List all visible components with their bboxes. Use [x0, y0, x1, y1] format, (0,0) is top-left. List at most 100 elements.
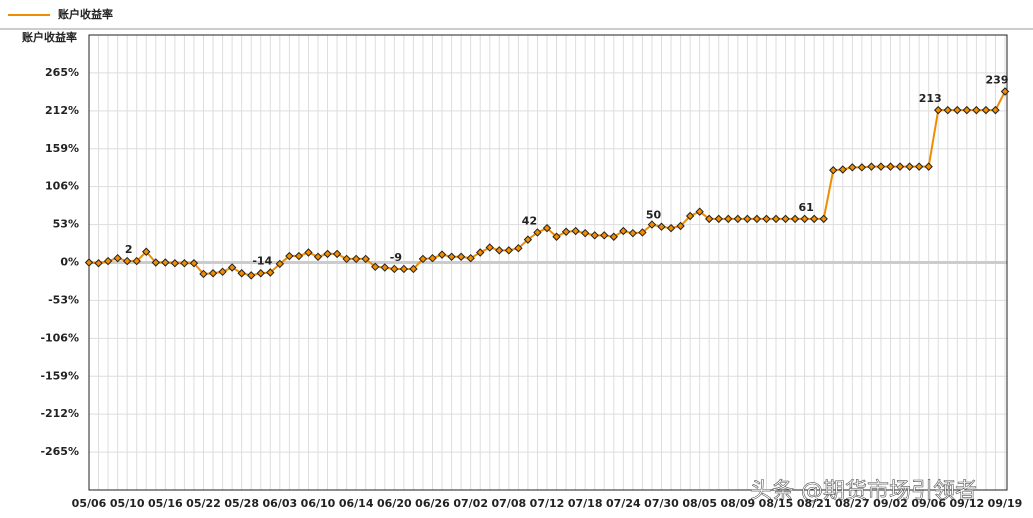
x-tick-label: 05/16 [148, 497, 183, 510]
point [953, 105, 962, 115]
point [466, 254, 475, 263]
point [571, 226, 580, 236]
marks: 2 -14 -9 42 50 61 213 239 [84, 74, 1010, 280]
y-tick-label: 106% [45, 180, 79, 193]
x-tick-label: 06/10 [301, 497, 336, 510]
point [523, 235, 533, 244]
point [934, 105, 943, 115]
point [227, 263, 237, 272]
x-tick-label: 06/26 [415, 497, 450, 510]
point [151, 258, 160, 267]
point [294, 251, 304, 261]
point [886, 162, 895, 171]
point [619, 226, 628, 236]
point [552, 232, 561, 241]
data-label: 239 [986, 74, 1009, 87]
point [800, 214, 809, 224]
point [781, 214, 790, 224]
point [476, 248, 485, 257]
x-tick-label: 08/05 [682, 497, 717, 510]
point [876, 162, 886, 171]
y-tick-label: 265% [45, 66, 79, 79]
x-tick-label: 05/06 [72, 497, 107, 510]
grid [88, 35, 1007, 490]
point [943, 105, 952, 115]
y-tick-label: -212% [40, 407, 79, 420]
point [771, 214, 781, 224]
point [161, 258, 170, 267]
point [647, 220, 657, 229]
data-label: 2 [125, 243, 133, 256]
data-label: -14 [252, 255, 272, 268]
y-tick-label: -106% [40, 331, 79, 344]
x-tick-label: 07/24 [606, 497, 641, 510]
point [437, 250, 447, 259]
point [514, 243, 523, 253]
data-label: -9 [390, 251, 402, 264]
point [237, 269, 246, 278]
point [275, 259, 285, 269]
point [1000, 87, 1010, 96]
point [743, 214, 752, 224]
x-tick-label: 08/21 [797, 497, 832, 510]
y-tick-label: -53% [48, 293, 79, 306]
point [208, 269, 218, 278]
point [705, 214, 714, 224]
point [542, 223, 552, 233]
y-tick-label: 0% [60, 256, 79, 269]
point [495, 246, 504, 255]
point [790, 214, 800, 224]
point [418, 254, 428, 264]
x-tick-label: 07/02 [453, 497, 488, 510]
point [561, 227, 571, 236]
data-label: 42 [522, 214, 537, 227]
x-tick-label: 06/14 [339, 497, 374, 510]
point [371, 262, 380, 271]
point [122, 256, 132, 266]
x-tick-label: 09/12 [950, 497, 985, 510]
point [285, 251, 294, 261]
data-label: 61 [799, 201, 814, 214]
point [390, 264, 399, 274]
x-tick-label: 07/08 [492, 497, 527, 510]
y-tick-label: -159% [40, 369, 79, 382]
point [189, 259, 199, 268]
x-tick-label: 09/06 [911, 497, 946, 510]
point [991, 105, 1000, 115]
point [170, 259, 180, 268]
point [676, 221, 685, 231]
point [447, 252, 456, 261]
point [848, 163, 857, 172]
point [685, 211, 695, 221]
point [313, 252, 323, 261]
point [580, 228, 590, 238]
point [905, 162, 914, 171]
point [666, 223, 676, 233]
x-tick-label: 05/22 [186, 497, 221, 510]
x-tick-label: 07/18 [568, 497, 603, 510]
point [972, 105, 981, 115]
point [103, 256, 113, 266]
x-tick-label: 08/09 [721, 497, 756, 510]
point [714, 214, 723, 224]
point [695, 207, 704, 216]
x-tick-label: 09/02 [873, 497, 908, 510]
x-tick-label: 08/15 [759, 497, 794, 510]
point [914, 162, 924, 171]
point [838, 165, 847, 174]
point [819, 214, 828, 224]
data-label: 213 [919, 92, 942, 105]
x-tick-label: 06/20 [377, 497, 412, 510]
point [504, 246, 514, 255]
point [724, 214, 733, 224]
point [113, 254, 122, 263]
point [456, 252, 466, 261]
y-tick-label: 53% [53, 218, 79, 231]
point [351, 254, 361, 264]
watermark: 头条 @期货市场引领者 [750, 479, 977, 504]
point [924, 162, 933, 171]
point [657, 222, 666, 231]
point [399, 264, 409, 274]
point [762, 214, 771, 224]
